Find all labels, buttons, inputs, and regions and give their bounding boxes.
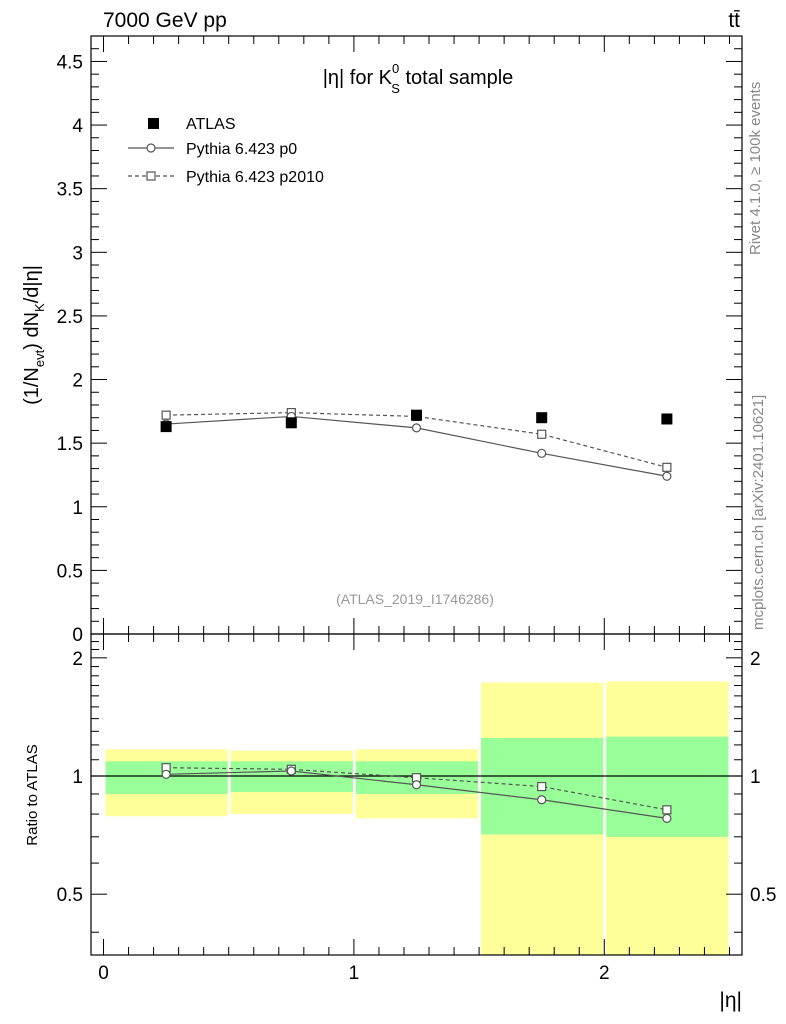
- ratio-tick-marks: [91, 634, 742, 955]
- xtick-label: 1: [349, 963, 360, 984]
- ratio-plot-frame: [90, 633, 743, 956]
- marker-p2010: [537, 429, 547, 439]
- marker-p2010: [161, 410, 171, 420]
- ratio-uncertainty-bands: [105, 681, 729, 955]
- marker-p0: [411, 423, 422, 433]
- main-ytick-label: 4: [72, 116, 83, 137]
- ratio-ytick-label-left: 2: [72, 649, 83, 670]
- ratio-ytick-label-right: 2: [750, 649, 761, 670]
- main-ytick-label: 1.5: [57, 434, 83, 455]
- main-ytick-label: 3: [72, 243, 83, 264]
- analysis-label: (ATLAS_2019_I1746286): [336, 591, 494, 607]
- ratio-marker-p0: [286, 766, 296, 776]
- xtick-label: 0: [98, 963, 109, 984]
- main-ytick-label: 1: [72, 498, 83, 519]
- energy-label: 7000 GeV pp: [103, 9, 227, 32]
- ratio-series-layer: [161, 763, 672, 823]
- main-y-axis-label: (1/Nevt) dNK/d|η|: [21, 265, 47, 405]
- x-tick-labels: 0 1 2: [98, 963, 609, 984]
- ratio-plot-panel: 0.5 0.5 1 1 2 2 0 1 2 Ratio to ATLAS |η|: [24, 633, 777, 1012]
- main-ytick-label: 2.5: [57, 307, 83, 328]
- main-tick-marks: [91, 35, 742, 635]
- main-plot-panel: 0 0.5 1 1.5 2 2.5 3 3.5 4 4.5 |η| for K0 S total s…: [21, 35, 743, 646]
- main-ytick-label: 0.5: [57, 561, 83, 582]
- ratio-ytick-label-left: 0.5: [57, 885, 83, 906]
- main-ytick-label: 2: [72, 371, 83, 392]
- ratio-ytick-label-left: 1: [72, 767, 83, 788]
- process-label: tt̄: [728, 9, 740, 32]
- main-series-layer: [160, 408, 673, 481]
- series-line-p2010: [166, 412, 668, 468]
- main-ytick-label: 0: [72, 625, 83, 646]
- marker-p0: [537, 448, 547, 458]
- plot-title: |η| for K0 S total sample: [323, 61, 514, 96]
- mcplots-label: mcplots.cern.ch [arXiv:2401.10621]: [750, 395, 767, 630]
- ratio-ytick-label-right: 0.5: [750, 885, 776, 906]
- legend-marker-p2010: [146, 171, 156, 181]
- ratio-marker-p0: [411, 780, 422, 790]
- xtick-label: 2: [599, 963, 610, 984]
- marker-atlas: [160, 421, 172, 433]
- ratio-marker-p0: [161, 769, 171, 779]
- marker-p2010: [662, 462, 672, 472]
- marker-atlas: [661, 413, 673, 425]
- ratio-marker-p2010: [662, 805, 672, 815]
- legend-marker-atlas: [148, 118, 159, 129]
- main-y-tick-labels: 0 0.5 1 1.5 2 2.5 3 3.5 4 4.5: [57, 52, 84, 646]
- ratio-marker-p2010: [537, 781, 547, 792]
- marker-atlas: [536, 412, 548, 424]
- legend-label-atlas: ATLAS: [186, 116, 236, 133]
- rivet-version-label: Rivet 4.1.0, ≥ 100k events: [747, 82, 764, 255]
- ratio-marker-p0: [537, 795, 547, 805]
- ratio-y-axis-label: Ratio to ATLAS: [24, 744, 41, 845]
- legend: ATLAS Pythia 6.423 p0 Pythia 6.423 p2010: [128, 116, 324, 186]
- legend-label-p2010: Pythia 6.423 p2010: [186, 169, 324, 186]
- x-axis-label: |η|: [719, 989, 742, 1012]
- main-ytick-label: 3.5: [57, 180, 83, 201]
- marker-p0: [662, 471, 672, 481]
- legend-label-p0: Pythia 6.423 p0: [186, 141, 297, 158]
- marker-atlas: [411, 409, 422, 421]
- ratio-y-tick-labels: 0.5 0.5 1 1 2 2: [57, 649, 777, 906]
- main-ytick-label: 4.5: [57, 52, 83, 73]
- marker-atlas: [285, 417, 297, 429]
- legend-marker-p0: [146, 143, 156, 153]
- ratio-ytick-label-right: 1: [750, 767, 761, 788]
- ratio-marker-p0: [662, 813, 672, 823]
